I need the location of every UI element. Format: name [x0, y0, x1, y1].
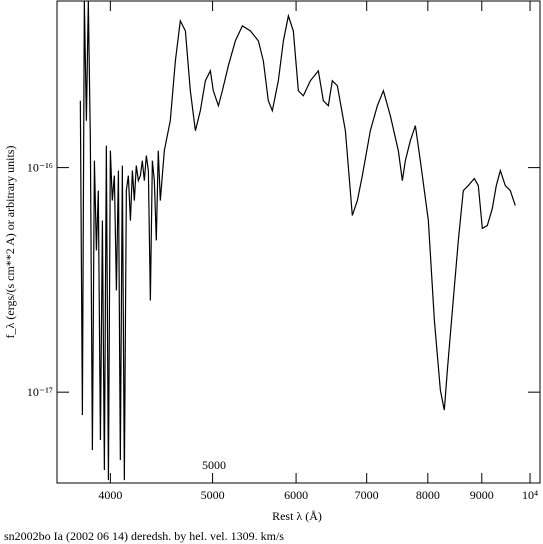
ticks: 4000 5000 6000 7000 8000 9000 10⁴ 10⁻¹⁷ 10⁻¹⁶	[27, 1, 540, 502]
x-tick-label: 9000	[470, 488, 494, 502]
x-tick-label: 10⁴	[522, 488, 538, 502]
plot-frame	[56, 0, 541, 484]
y-tick-label: 10⁻¹⁷	[27, 385, 53, 399]
spectrum-line	[79, 1, 516, 481]
x-tick-label: 4000	[98, 488, 122, 502]
caption: sn2002bo Ia (2002 06 14) deredsh. by hel…	[4, 529, 284, 543]
x-tick-label: 7000	[355, 488, 379, 502]
annotation: 5000	[202, 458, 226, 472]
plot-area	[79, 1, 516, 481]
y-tick-label: 10⁻¹⁶	[27, 161, 53, 175]
x-axis-label: Rest λ (Å)	[272, 509, 322, 523]
y-axis-label: f_λ (ergs/(s cm**2 A) or arbitrary units…	[3, 146, 17, 339]
x-tick-label: 6000	[284, 488, 308, 502]
x-tick-label: 5000	[201, 488, 225, 502]
x-tick-label: 8000	[416, 488, 440, 502]
